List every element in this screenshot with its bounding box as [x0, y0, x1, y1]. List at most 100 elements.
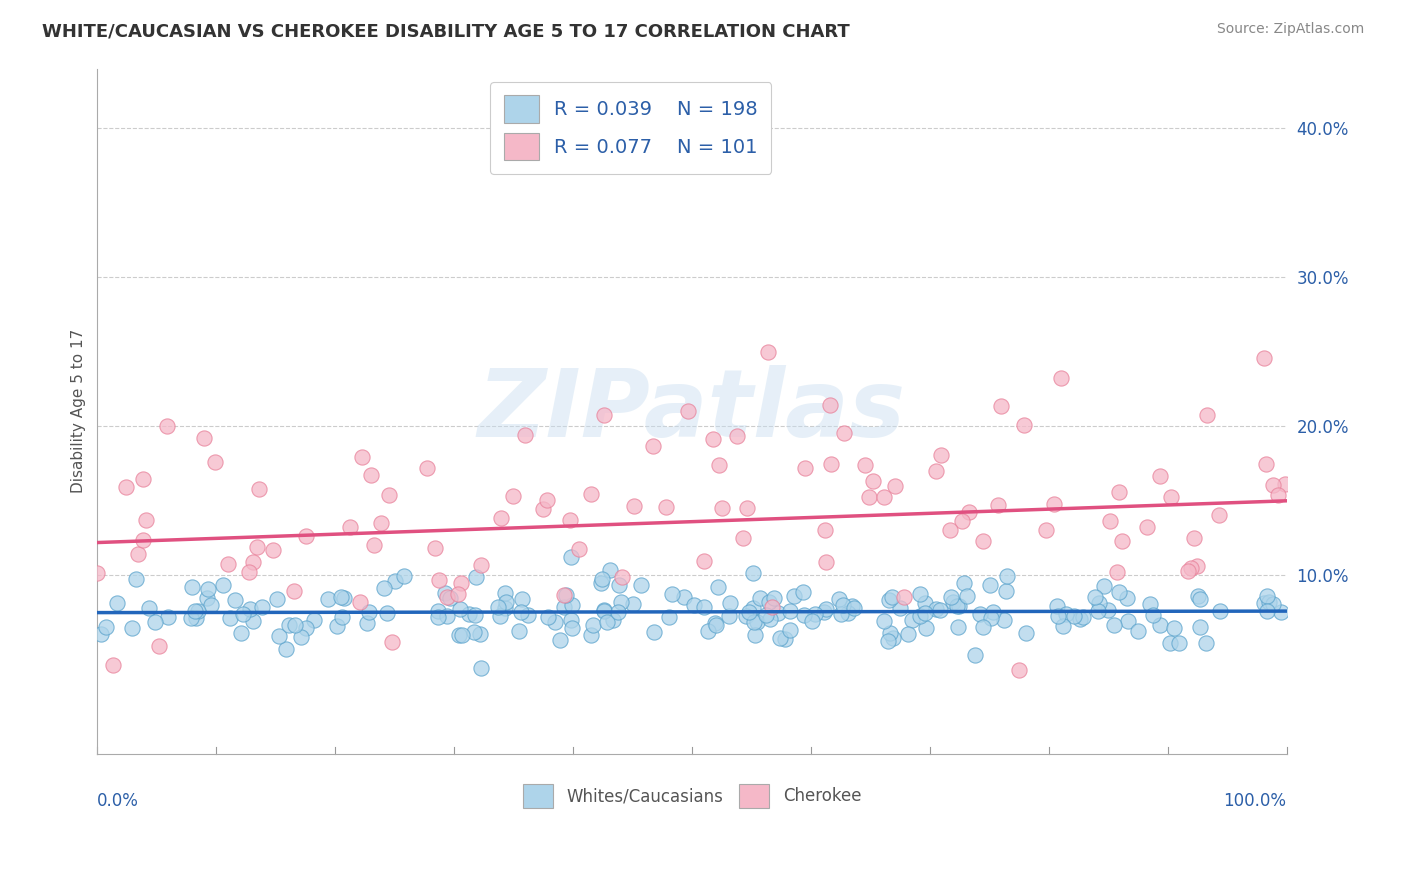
Point — [224, 592, 246, 607]
Point — [794, 461, 817, 475]
Point — [884, 479, 907, 493]
Point — [121, 621, 143, 635]
Point — [470, 558, 492, 572]
Point — [1015, 626, 1038, 640]
Point — [1047, 609, 1070, 624]
Point — [180, 580, 202, 594]
Point — [1258, 595, 1281, 609]
Point — [704, 616, 727, 631]
Point — [1142, 608, 1164, 623]
Point — [1256, 590, 1278, 604]
Point — [775, 632, 797, 646]
Point — [1195, 408, 1218, 422]
Point — [963, 648, 986, 662]
Point — [350, 450, 373, 464]
Point — [761, 600, 783, 615]
Point — [877, 593, 900, 607]
Point — [434, 586, 457, 600]
Point — [1187, 589, 1209, 603]
Y-axis label: Disability Age 5 to 17: Disability Age 5 to 17 — [72, 329, 86, 493]
Point — [661, 586, 683, 600]
Point — [553, 600, 575, 615]
Point — [929, 448, 952, 462]
Point — [1116, 591, 1139, 606]
Point — [872, 490, 894, 504]
Point — [537, 610, 560, 624]
Point — [725, 429, 748, 443]
Point — [318, 592, 340, 607]
Point — [217, 558, 239, 572]
Point — [1177, 565, 1199, 579]
Point — [1149, 469, 1171, 483]
Point — [1050, 371, 1073, 385]
Point — [1087, 603, 1109, 617]
Point — [561, 621, 583, 635]
Point — [250, 599, 273, 614]
Point — [607, 605, 630, 619]
Point — [803, 607, 825, 621]
Point — [246, 541, 269, 555]
Point — [495, 601, 517, 615]
Point — [893, 590, 915, 604]
Point — [814, 524, 837, 538]
Point — [832, 425, 855, 440]
Point — [1035, 524, 1057, 538]
Point — [548, 633, 571, 648]
Point — [1108, 484, 1130, 499]
Point — [269, 629, 291, 643]
Point — [339, 520, 361, 534]
Point — [972, 533, 994, 548]
Point — [766, 606, 789, 620]
Point — [512, 592, 534, 607]
Point — [239, 601, 262, 615]
Point — [914, 621, 936, 635]
Point — [882, 631, 904, 645]
Point — [427, 573, 450, 587]
Point — [696, 624, 718, 639]
Point — [1073, 610, 1095, 624]
Point — [877, 633, 900, 648]
Point — [873, 615, 896, 629]
Point — [416, 461, 439, 475]
Point — [204, 455, 226, 469]
Point — [969, 607, 991, 621]
Point — [1149, 618, 1171, 632]
Point — [972, 619, 994, 633]
Point — [290, 630, 312, 644]
Point — [1097, 602, 1119, 616]
Point — [993, 613, 1015, 627]
Point — [995, 569, 1018, 583]
Point — [1160, 490, 1182, 504]
Point — [924, 464, 946, 478]
Point — [553, 588, 575, 602]
Point — [1099, 515, 1122, 529]
Point — [742, 601, 765, 615]
Point — [939, 523, 962, 537]
Point — [494, 586, 516, 600]
Point — [607, 578, 630, 592]
Point — [356, 616, 378, 631]
Point — [748, 591, 770, 606]
Point — [502, 489, 524, 503]
Point — [910, 587, 932, 601]
Text: 100.0%: 100.0% — [1223, 792, 1286, 810]
Point — [363, 538, 385, 552]
Point — [135, 512, 157, 526]
Point — [953, 576, 976, 591]
Point — [738, 605, 761, 619]
Point — [986, 498, 1008, 512]
Point — [914, 606, 936, 620]
Point — [262, 542, 284, 557]
Point — [560, 549, 582, 564]
Point — [769, 631, 792, 645]
Point — [90, 627, 112, 641]
Point — [820, 457, 842, 471]
Point — [1139, 597, 1161, 611]
Point — [375, 607, 398, 621]
Point — [858, 490, 880, 504]
Point — [704, 618, 727, 632]
Point — [929, 602, 952, 616]
Point — [470, 661, 492, 675]
Point — [900, 613, 922, 627]
Point — [195, 591, 218, 605]
